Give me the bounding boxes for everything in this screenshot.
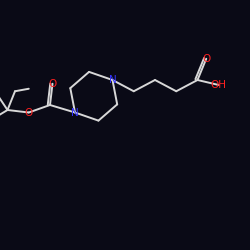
- Text: O: O: [202, 54, 210, 64]
- Text: N: N: [71, 108, 79, 118]
- Text: O: O: [48, 79, 56, 89]
- Text: OH: OH: [211, 80, 227, 90]
- Text: N: N: [108, 75, 116, 85]
- Text: O: O: [24, 108, 33, 118]
